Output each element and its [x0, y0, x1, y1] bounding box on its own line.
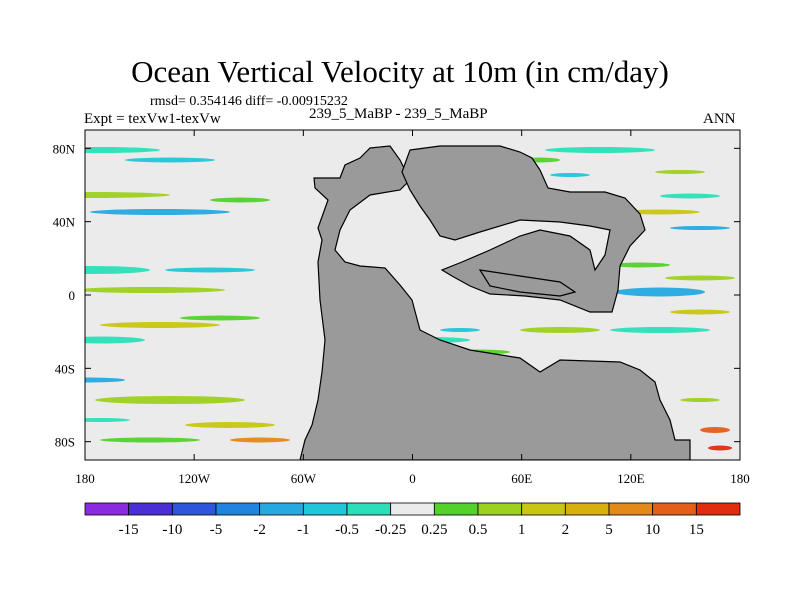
x-tick-label: 0	[409, 471, 416, 486]
colorbar-swatch	[433, 502, 479, 516]
x-tick-label: 60E	[511, 471, 532, 486]
experiment-label: Expt = texVw1-texVw	[84, 111, 221, 127]
field-streak	[85, 418, 130, 422]
y-tick-label: 80S	[55, 435, 75, 450]
colorbar-swatch	[171, 502, 217, 516]
x-tick-label: 60W	[291, 471, 317, 486]
field-streak	[230, 437, 290, 443]
x-tick-label: 120W	[178, 471, 211, 486]
field-streak	[85, 147, 160, 153]
field-streak	[90, 209, 230, 215]
y-tick-label: 0	[69, 288, 76, 303]
field-streak	[670, 309, 730, 315]
field-streak	[610, 262, 670, 268]
colorbar-label: 5	[605, 522, 613, 538]
colorbar-swatch	[521, 502, 566, 516]
field-streak	[100, 322, 220, 328]
field-streak	[660, 193, 720, 199]
colorbar-label: -0.25	[375, 522, 406, 538]
colorbar-swatch	[608, 502, 654, 516]
land-area	[299, 145, 691, 460]
field-streak	[520, 327, 600, 333]
colorbar-swatch	[695, 502, 741, 516]
colorbar-label: -0.5	[335, 522, 359, 538]
x-tick-label: 180	[730, 471, 750, 486]
field-streak	[550, 173, 590, 177]
colorbar-swatch	[652, 502, 697, 516]
field-streak	[670, 226, 730, 230]
chart-title: Ocean Vertical Velocity at 10m (in cm/da…	[131, 54, 669, 89]
field-streak	[180, 315, 260, 321]
y-axis: 80N 40N 0 40S 80S	[53, 141, 740, 450]
case-label: 239_5_MaBP - 239_5_MaBP	[309, 106, 488, 122]
field-streak	[165, 267, 255, 273]
colorbar-swatch	[128, 502, 173, 516]
colorbar-swatch	[346, 502, 392, 516]
x-tick-label: 120E	[617, 471, 645, 486]
season-label: ANN	[703, 111, 736, 127]
field-streak	[615, 287, 705, 297]
field-streak	[440, 328, 480, 332]
colorbar-label: 0.5	[469, 522, 488, 538]
y-tick-label: 80N	[53, 141, 76, 156]
field-streak	[95, 396, 245, 404]
y-tick-label: 40S	[55, 361, 75, 376]
colorbar-label: -10	[162, 522, 182, 538]
land-area	[401, 145, 646, 313]
field-streak	[610, 327, 710, 333]
colorbar-label: -1	[297, 522, 310, 538]
x-tick-label: 180	[75, 471, 95, 486]
y-tick-label: 40N	[53, 215, 76, 230]
field-streak	[85, 336, 145, 344]
colorbar-label: 1	[518, 522, 526, 538]
field-streak	[655, 170, 705, 174]
field-streak	[708, 445, 732, 451]
field-streak	[85, 266, 150, 274]
field-streak	[185, 422, 275, 428]
field-streak	[545, 147, 655, 153]
field-streak	[665, 275, 735, 281]
field-streak	[680, 398, 720, 402]
x-axis: 180 120W 60W 0 60E 120E 180	[75, 130, 750, 486]
land-mask-layer	[299, 145, 691, 460]
field-streak	[210, 197, 270, 203]
colorbar-label: -15	[119, 522, 139, 538]
rmsd-diff-stats: rmsd= 0.354146 diff= -0.00915232	[150, 94, 348, 109]
colorbar-swatch	[390, 502, 435, 516]
land-area	[478, 269, 577, 297]
field-streak	[100, 437, 200, 443]
colorbar-label: -2	[253, 522, 266, 538]
field-streak	[85, 192, 170, 198]
colorbar-swatch	[302, 502, 348, 516]
field-streak	[125, 157, 215, 163]
colorbar-label: -5	[210, 522, 223, 538]
field-streak	[85, 377, 125, 383]
colorbar-label: 10	[645, 522, 660, 538]
colorbar-label: 15	[689, 522, 704, 538]
colorbar-swatch	[564, 502, 610, 516]
field-streak	[85, 287, 225, 293]
field-streak	[700, 427, 730, 433]
colorbar-swatch	[84, 502, 130, 516]
velocity-field-layer	[85, 147, 735, 451]
colorbar-swatch	[477, 502, 523, 516]
colorbar-swatch	[215, 502, 261, 516]
colorbar-swatch	[259, 502, 304, 516]
colorbar: -15 -10 -5 -2 -1 -0.5 -0.25 0.25 0.5 1 2 5 10 15	[84, 502, 741, 538]
colorbar-label: 0.25	[421, 522, 447, 538]
colorbar-label: 2	[562, 522, 570, 538]
